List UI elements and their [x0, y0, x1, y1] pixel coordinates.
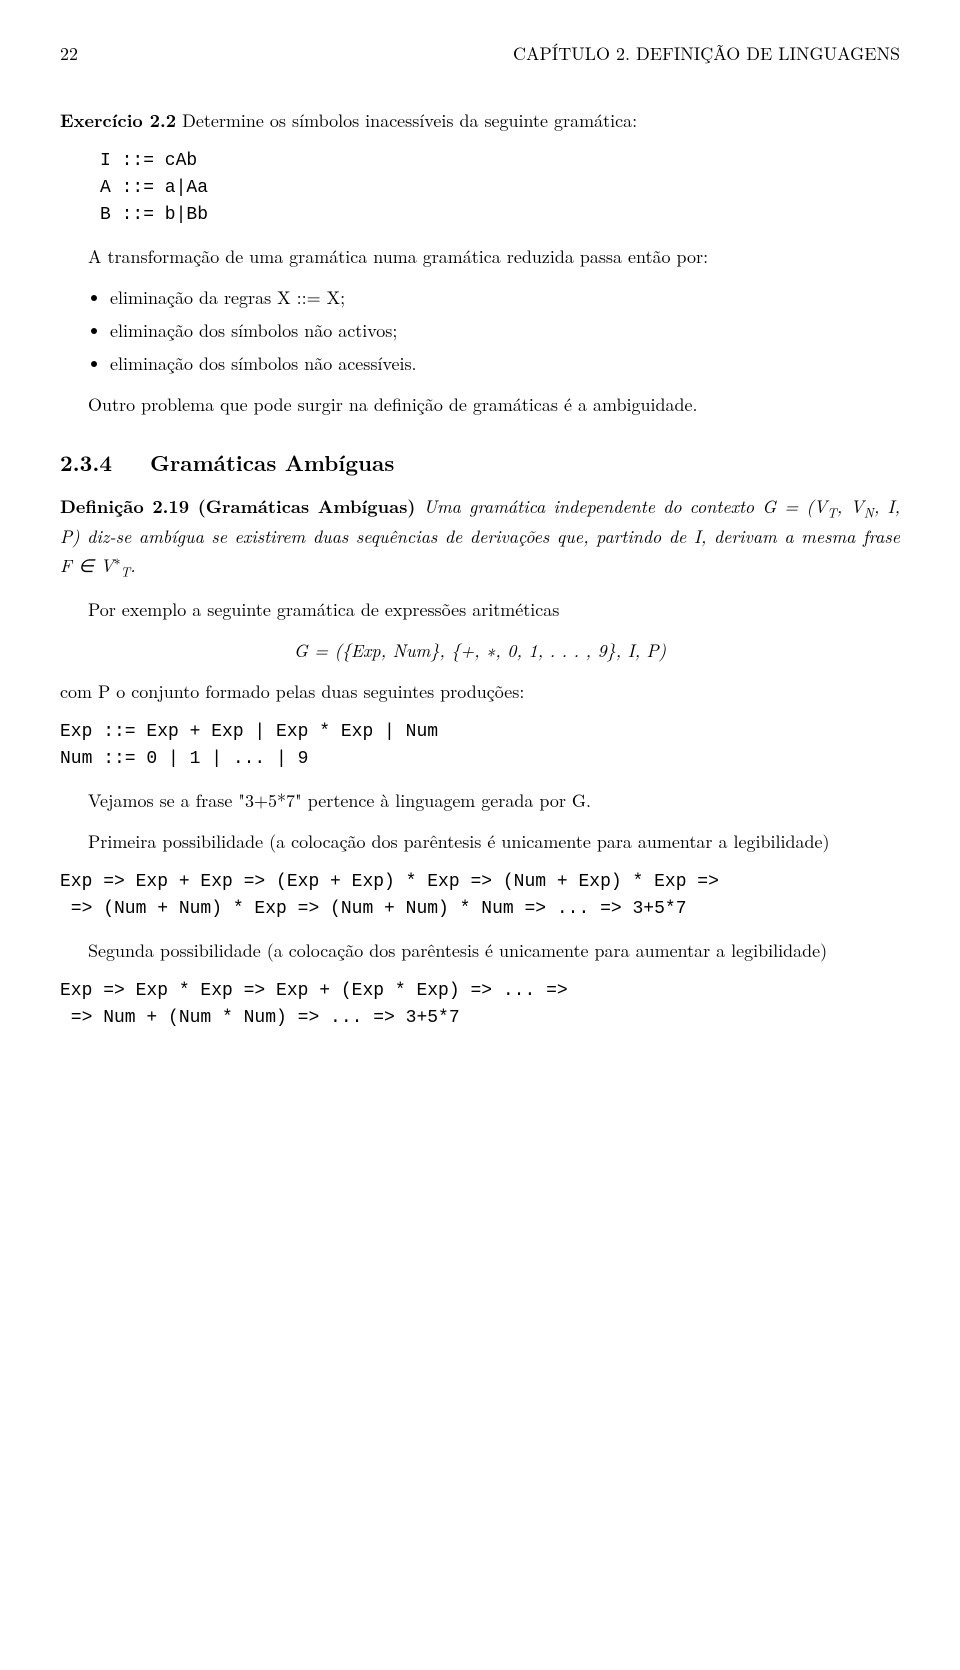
- exercise-label: Exercício 2.2: [60, 108, 176, 133]
- section-heading: 2.3.4 Gramáticas Ambíguas: [60, 446, 900, 479]
- transform-intro: A transformação de uma gramática numa gr…: [60, 243, 900, 270]
- productions: Exp ::= Exp + Exp | Exp * Exp | Num Num …: [60, 719, 900, 773]
- por-exemplo: Por exemplo a seguinte gramática de expr…: [60, 596, 900, 623]
- vejamos: Vejamos se a frase "3+5*7" pertence à li…: [60, 787, 900, 814]
- definition-block: Definição 2.19 (Gramáticas Ambíguas) Uma…: [60, 493, 900, 582]
- sub-t: T: [827, 503, 837, 522]
- definition-body-end: .: [130, 553, 136, 578]
- page-number: 22: [60, 40, 78, 67]
- com-p: com P o conjunto formado pelas duas segu…: [60, 678, 900, 705]
- outro-problema: Outro problema que pode surgir na defini…: [60, 391, 900, 418]
- section-number: 2.3.4: [60, 447, 112, 478]
- page-header: 22 CAPÍTULO 2. DEFINIÇÃO DE LINGUAGENS: [60, 40, 900, 67]
- section-title: Gramáticas Ambíguas: [150, 447, 394, 478]
- primeira: Primeira possibilidade (a colocação dos …: [60, 828, 900, 855]
- sub-n: N: [864, 503, 874, 522]
- definition-comma1: , V: [837, 494, 864, 519]
- bullet-item: eliminação dos símbolos não activos;: [110, 317, 900, 344]
- bullet-item: eliminação da regras X ::= X;: [110, 284, 900, 311]
- exercise-block: Exercício 2.2 Determine os símbolos inac…: [60, 107, 900, 134]
- chapter-title: CAPÍTULO 2. DEFINIÇÃO DE LINGUAGENS: [513, 40, 900, 67]
- grammar-g-text: G = ({Exp, Num}, {+, ∗, 0, 1, . . . , 9}…: [294, 638, 666, 663]
- bullet-list: eliminação da regras X ::= X; eliminação…: [60, 284, 900, 377]
- derivation-2: Exp => Exp * Exp => Exp + (Exp * Exp) =>…: [60, 978, 900, 1032]
- definition-label: Definição 2.19 (Gramáticas Ambíguas): [60, 494, 415, 519]
- exercise-grammar: I ::= cAb A ::= a|Aa B ::= b|Bb: [100, 148, 900, 229]
- exercise-text: Determine os símbolos inacessíveis da se…: [176, 108, 637, 133]
- bullet-item: eliminação dos símbolos não acessíveis.: [110, 350, 900, 377]
- derivation-1: Exp => Exp + Exp => (Exp + Exp) * Exp =>…: [60, 869, 900, 923]
- sub-t2: T: [120, 561, 130, 580]
- segunda: Segunda possibilidade (a colocação dos p…: [60, 937, 900, 964]
- definition-body-1: Uma gramática independente do contexto G…: [415, 494, 827, 519]
- grammar-g: G = ({Exp, Num}, {+, ∗, 0, 1, . . . , 9}…: [60, 637, 900, 664]
